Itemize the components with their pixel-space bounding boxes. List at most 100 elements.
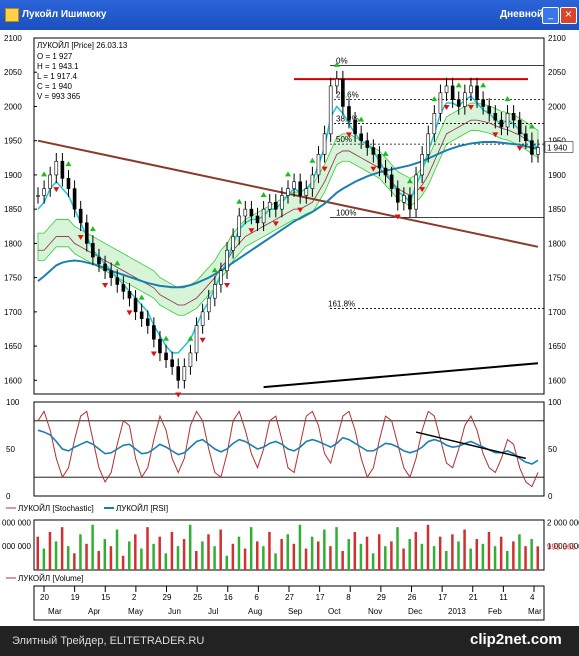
signal-up-77 <box>504 96 511 102</box>
volume-bar-16 <box>134 534 137 570</box>
candle-body-48 <box>328 85 333 135</box>
signal-down-11 <box>102 282 109 288</box>
candle-body-67 <box>444 85 449 94</box>
volume-bar-2 <box>48 531 52 570</box>
fib-label-3: 50% <box>336 135 352 144</box>
volume-bar-33 <box>237 536 241 570</box>
signal-up-37 <box>260 191 267 197</box>
signal-down-15 <box>126 310 133 316</box>
signal-up-21 <box>163 335 170 341</box>
candle-body-0 <box>36 195 40 197</box>
volume-bar-54 <box>365 536 369 570</box>
price-tick-left-6: 1800 <box>4 239 22 248</box>
x-day-label-0: 20 <box>40 593 49 602</box>
price-tick-left-8: 1700 <box>4 308 22 317</box>
volume-bar-63 <box>420 543 424 570</box>
volume-bar-68 <box>451 534 454 570</box>
price-tick-left-1: 2050 <box>4 68 22 77</box>
signal-up-69 <box>455 82 462 88</box>
last-price-label: 1 940 <box>547 144 568 153</box>
close-button[interactable]: × <box>560 7 577 24</box>
candle-body-4 <box>60 160 65 179</box>
volume-bar-72 <box>475 539 479 570</box>
signal-down-67 <box>443 104 450 110</box>
signal-up-29 <box>211 267 218 273</box>
x-day-label-16: 4 <box>530 593 535 602</box>
candle-body-17 <box>139 311 144 319</box>
volume-bar-64 <box>426 524 430 570</box>
price-tick-right-0: 2100 <box>548 34 566 43</box>
ohlc-line-3: C = 1 940 <box>37 82 72 91</box>
volume-bar-48 <box>329 546 332 570</box>
volume-bar-50 <box>341 550 344 570</box>
volume-bar-67 <box>445 550 448 570</box>
x-day-label-6: 16 <box>224 593 233 602</box>
candle-body-29 <box>213 284 217 299</box>
candle-body-7 <box>78 208 83 224</box>
x-month-label-6: Sep <box>288 607 303 616</box>
volume-bar-60 <box>402 548 405 570</box>
price-tick-right-4: 1900 <box>548 171 566 180</box>
x-day-label-3: 2 <box>132 593 137 602</box>
candle-body-16 <box>133 297 138 313</box>
volume-bar-21 <box>164 553 168 570</box>
volume-bar-24 <box>182 539 186 570</box>
volume-bar-1 <box>42 548 46 570</box>
signal-up-81 <box>528 123 535 129</box>
candle-body-64 <box>426 133 431 155</box>
volume-bar-46 <box>316 541 320 570</box>
candle-body-15 <box>127 291 132 299</box>
candle-body-55 <box>371 147 376 155</box>
signal-down-63 <box>419 187 426 193</box>
rsi-line <box>37 429 539 465</box>
x-month-label-3: Jun <box>168 607 181 616</box>
stoch-legend-label: ЛУКОЙЛ [Stochastic] <box>18 504 94 513</box>
x-day-label-9: 17 <box>316 593 325 602</box>
candle-body-82 <box>536 147 540 155</box>
volume-bar-56 <box>377 534 381 570</box>
clip2net-logo: clip2net.com <box>470 631 562 648</box>
candle-body-44 <box>304 188 309 196</box>
price-tick-left-0: 2100 <box>4 34 22 43</box>
x-month-label-1: Apr <box>88 607 101 616</box>
minimize-button[interactable]: _ <box>542 7 559 24</box>
x-day-label-13: 17 <box>438 593 447 602</box>
x-day-label-12: 26 <box>408 593 417 602</box>
x-month-label-8: Nov <box>368 607 382 616</box>
volume-legend-label: ЛУКОЙЛ [Volume] <box>18 574 83 583</box>
candle-body-36 <box>255 215 260 224</box>
volume-bar-32 <box>231 543 235 570</box>
volume-bar-0 <box>36 536 39 570</box>
x-day-label-2: 15 <box>101 593 110 602</box>
candle-body-3 <box>54 160 59 176</box>
volume-bar-75 <box>493 546 497 570</box>
signal-up-25 <box>187 335 194 341</box>
x-day-label-7: 6 <box>254 593 259 602</box>
volume-bar-25 <box>188 524 192 570</box>
x-month-label-11: Feb <box>488 607 502 616</box>
candle-body-9 <box>91 243 95 258</box>
uptrend-line <box>263 362 539 389</box>
volume-bar-44 <box>304 548 308 570</box>
candle-body-74 <box>487 106 492 114</box>
volume-bar-65 <box>432 546 436 570</box>
candle-body-14 <box>121 284 126 292</box>
volume-bar-29 <box>213 546 216 570</box>
price-tick-right-10: 1600 <box>548 376 566 385</box>
volume-bar-73 <box>481 543 485 570</box>
signal-up-73 <box>480 82 487 88</box>
candle-body-13 <box>115 277 120 285</box>
signal-up-45 <box>309 157 316 163</box>
candle-body-53 <box>359 133 363 141</box>
signal-up-65 <box>431 96 438 102</box>
ohlc-line-4: V = 993 365 <box>37 92 81 101</box>
ohlc-line-0: O = 1 927 <box>37 52 73 61</box>
x-day-label-8: 27 <box>285 593 294 602</box>
volume-bar-18 <box>146 527 149 570</box>
volume-bar-57 <box>384 546 387 570</box>
candle-body-71 <box>469 85 473 94</box>
volume-bar-41 <box>286 534 289 570</box>
signal-down-3 <box>53 187 60 193</box>
volume-bar-62 <box>414 531 418 570</box>
